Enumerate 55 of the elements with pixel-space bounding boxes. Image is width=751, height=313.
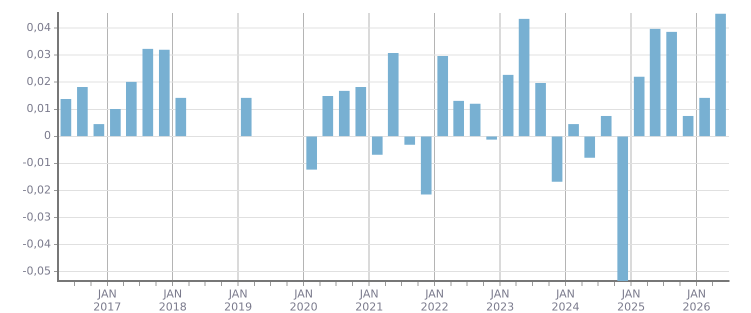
bar [240,98,252,136]
y-tick-label: -0,02 [22,183,51,196]
x-tick-label: JAN 2021 [355,287,384,313]
bar [600,116,612,136]
bar [437,56,448,136]
bar [486,136,497,140]
bar [388,52,399,136]
bar [306,136,317,170]
y-tick-label: -0,05 [22,264,51,278]
y-tick-label: -0,04 [22,237,51,250]
bar [372,136,383,155]
bar [715,14,726,136]
x-tick-label: JAN 2022 [420,287,449,313]
bar [650,28,660,136]
x-tick-label: JAN 2026 [682,287,711,313]
bar [699,98,710,136]
y-tick-label: 0,03 [26,48,51,62]
bar [453,100,464,136]
bar [77,87,88,136]
bar [617,136,628,281]
bar [470,104,480,136]
x-tick-label: JAN 2019 [224,287,252,313]
x-tick-label: JAN 2018 [158,287,187,313]
bar [666,32,677,136]
bar [94,124,104,136]
bar [126,82,137,136]
bar [682,116,694,136]
bar [420,136,432,195]
bar [552,136,562,182]
bar [355,87,366,136]
y-tick-label: 0 [44,129,51,142]
bar [634,76,645,136]
bar [322,96,334,136]
bar [518,18,530,136]
y-tick-label: 0,04 [26,21,51,34]
y-tick-label: 0,02 [26,75,51,88]
y-tick-label: -0,01 [22,156,51,170]
bar [502,74,514,136]
x-tick-label: JAN 2020 [290,287,318,313]
x-tick-label: JAN 2024 [552,287,580,313]
bar [158,50,170,136]
y-tick-label: 0,01 [26,102,51,116]
bar [404,136,416,145]
x-tick-label: JAN 2025 [617,287,646,313]
bar [175,98,186,136]
bar [142,48,154,136]
bar [60,98,72,136]
bar [584,136,596,158]
x-tick-label: JAN 2017 [93,287,122,313]
y-tick-label: -0,03 [22,210,51,224]
bar [568,124,579,136]
bar [535,82,546,136]
x-tick-label: JAN 2023 [486,287,514,313]
bar [338,90,350,136]
bar [110,108,121,136]
